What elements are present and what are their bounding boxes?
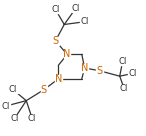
FancyBboxPatch shape <box>96 67 102 75</box>
Text: N: N <box>81 63 88 73</box>
FancyBboxPatch shape <box>120 85 128 92</box>
FancyBboxPatch shape <box>9 86 18 93</box>
Text: S: S <box>52 36 59 46</box>
FancyBboxPatch shape <box>64 51 70 58</box>
Text: Cl: Cl <box>72 4 80 13</box>
FancyBboxPatch shape <box>80 18 89 25</box>
Text: N: N <box>55 74 62 84</box>
FancyBboxPatch shape <box>118 58 127 65</box>
Text: Cl: Cl <box>10 114 19 123</box>
Text: Cl: Cl <box>129 69 137 78</box>
Text: Cl: Cl <box>80 17 89 26</box>
Text: Cl: Cl <box>120 84 128 93</box>
FancyBboxPatch shape <box>1 103 10 109</box>
FancyBboxPatch shape <box>40 86 47 94</box>
FancyBboxPatch shape <box>128 70 137 77</box>
Text: N: N <box>64 49 71 59</box>
Text: S: S <box>96 66 102 76</box>
Text: Cl: Cl <box>118 57 127 66</box>
Text: Cl: Cl <box>51 5 60 14</box>
FancyBboxPatch shape <box>81 64 88 72</box>
FancyBboxPatch shape <box>72 5 80 12</box>
Text: Cl: Cl <box>2 102 10 111</box>
Text: Cl: Cl <box>28 114 36 123</box>
Text: Cl: Cl <box>9 85 17 94</box>
FancyBboxPatch shape <box>52 37 59 45</box>
FancyBboxPatch shape <box>10 115 19 122</box>
FancyBboxPatch shape <box>55 75 62 83</box>
FancyBboxPatch shape <box>28 115 36 122</box>
Text: S: S <box>41 85 47 95</box>
FancyBboxPatch shape <box>51 6 60 13</box>
